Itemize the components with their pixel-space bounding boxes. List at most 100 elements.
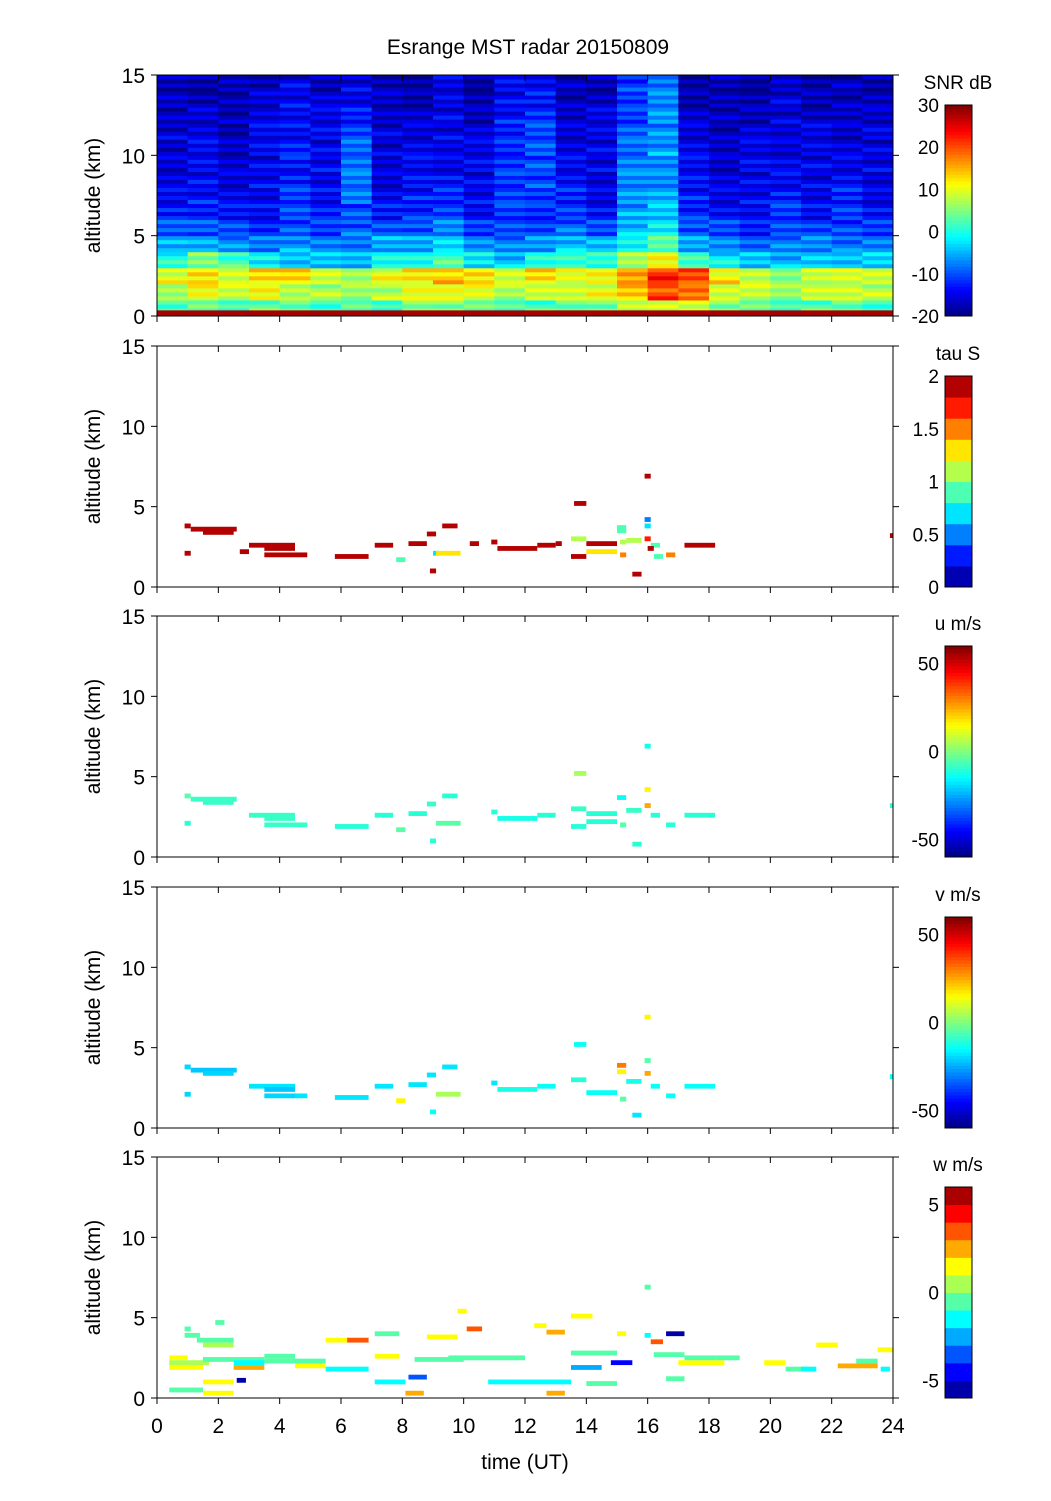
heatmap-cell bbox=[739, 223, 771, 229]
heatmap-cell bbox=[555, 195, 587, 201]
colorbar-frame bbox=[944, 916, 973, 1129]
heatmap-cell bbox=[433, 187, 465, 192]
data-cell bbox=[408, 541, 427, 547]
heatmap-cell bbox=[494, 207, 526, 213]
colorbar-label: SNR dB bbox=[924, 73, 993, 94]
heatmap-cell bbox=[279, 211, 311, 217]
heatmap-cell bbox=[770, 155, 802, 160]
heatmap-cell bbox=[862, 219, 894, 225]
colorbar-swatch bbox=[945, 1292, 972, 1311]
heatmap-cell bbox=[341, 271, 373, 277]
heatmap-cell bbox=[739, 175, 771, 180]
data-cell bbox=[644, 803, 651, 808]
heatmap-cell bbox=[218, 283, 250, 289]
heatmap-cell bbox=[433, 163, 465, 168]
heatmap-cell bbox=[187, 91, 219, 96]
colorbar-swatch bbox=[945, 210, 972, 215]
heatmap-cell bbox=[617, 99, 649, 104]
heatmap-cell bbox=[249, 99, 281, 104]
heatmap-cell bbox=[831, 131, 863, 136]
heatmap-cell bbox=[494, 171, 526, 176]
heatmap-cell bbox=[157, 75, 189, 80]
data-cell bbox=[374, 812, 394, 818]
heatmap-cell bbox=[279, 279, 311, 285]
data-cell bbox=[239, 549, 249, 555]
data-cell bbox=[644, 1014, 651, 1020]
heatmap-cell bbox=[617, 227, 649, 233]
heatmap-cell bbox=[433, 291, 465, 297]
colorbar-swatch bbox=[945, 283, 972, 287]
heatmap-cell bbox=[463, 187, 495, 192]
heatmap-cell bbox=[279, 251, 311, 257]
data-cell bbox=[491, 539, 498, 545]
heatmap-cell bbox=[709, 83, 741, 88]
y-tick-label: 10 bbox=[122, 686, 145, 709]
heatmap-cell bbox=[586, 223, 618, 229]
heatmap-cell bbox=[617, 295, 649, 301]
heatmap-cell bbox=[555, 203, 587, 209]
heatmap-cell bbox=[279, 295, 311, 301]
colorbar-swatch bbox=[945, 299, 972, 304]
heatmap-cell bbox=[617, 75, 649, 80]
heatmap-cell bbox=[157, 151, 189, 156]
heatmap-cell bbox=[157, 167, 189, 172]
heatmap-cell bbox=[494, 263, 526, 269]
heatmap-cell bbox=[310, 247, 342, 253]
heatmap-cell bbox=[433, 123, 465, 128]
colorbar-swatch bbox=[945, 118, 972, 122]
heatmap-cell bbox=[525, 295, 557, 301]
heatmap-cell bbox=[617, 187, 649, 192]
heatmap-cell bbox=[647, 227, 679, 233]
heatmap-cell bbox=[831, 87, 863, 92]
heatmap-cell bbox=[371, 171, 403, 176]
colorbar-label: u m/s bbox=[935, 614, 981, 635]
heatmap-cell bbox=[617, 203, 649, 209]
heatmap-cell bbox=[341, 283, 373, 289]
heatmap-cell bbox=[586, 291, 618, 297]
colorbar-swatch bbox=[945, 949, 972, 954]
heatmap-cell bbox=[555, 139, 587, 144]
heatmap-cell bbox=[831, 155, 863, 160]
heatmap-cell bbox=[279, 303, 311, 309]
heatmap-cell bbox=[617, 159, 649, 164]
colorbar-frame bbox=[944, 1186, 973, 1399]
colorbar-swatch bbox=[945, 675, 972, 680]
heatmap-cell bbox=[157, 303, 189, 309]
heatmap-cell bbox=[831, 239, 863, 245]
heatmap-cell bbox=[678, 147, 710, 152]
heatmap-cell bbox=[647, 207, 679, 213]
heatmap-cell bbox=[801, 243, 833, 249]
y-axis-label: altitude (km) bbox=[82, 409, 105, 525]
heatmap-cell bbox=[187, 135, 219, 140]
heatmap-cell bbox=[463, 103, 495, 108]
heatmap-cell bbox=[433, 299, 465, 305]
heatmap-cell bbox=[157, 103, 189, 108]
heatmap-cell bbox=[831, 291, 863, 297]
heatmap-cell bbox=[862, 107, 894, 112]
heatmap-cell bbox=[218, 223, 250, 229]
heatmap-cell bbox=[371, 135, 403, 140]
heatmap-cell bbox=[279, 203, 311, 209]
heatmap-cell bbox=[617, 247, 649, 253]
heatmap-cell bbox=[463, 299, 495, 305]
heatmap-cell bbox=[341, 227, 373, 233]
heatmap-cell bbox=[249, 287, 281, 293]
colorbar-swatch bbox=[945, 741, 972, 746]
heatmap-cell bbox=[586, 135, 618, 140]
heatmap-cell bbox=[341, 95, 373, 100]
colorbar-swatch bbox=[945, 1121, 972, 1126]
heatmap-cell bbox=[709, 251, 741, 257]
heatmap-cell bbox=[862, 119, 894, 124]
colorbar-swatch bbox=[945, 1124, 972, 1129]
heatmap-cell bbox=[525, 255, 557, 261]
heatmap-cell bbox=[494, 227, 526, 233]
heatmap-cell bbox=[709, 135, 741, 140]
heatmap-cell bbox=[157, 107, 189, 112]
heatmap-cell bbox=[770, 203, 802, 209]
heatmap-cell bbox=[709, 267, 741, 273]
heatmap-cell bbox=[279, 115, 311, 120]
heatmap-cell bbox=[678, 107, 710, 112]
colorbar-swatch bbox=[945, 309, 972, 314]
heatmap-cell bbox=[678, 291, 710, 297]
heatmap-cell bbox=[647, 223, 679, 229]
